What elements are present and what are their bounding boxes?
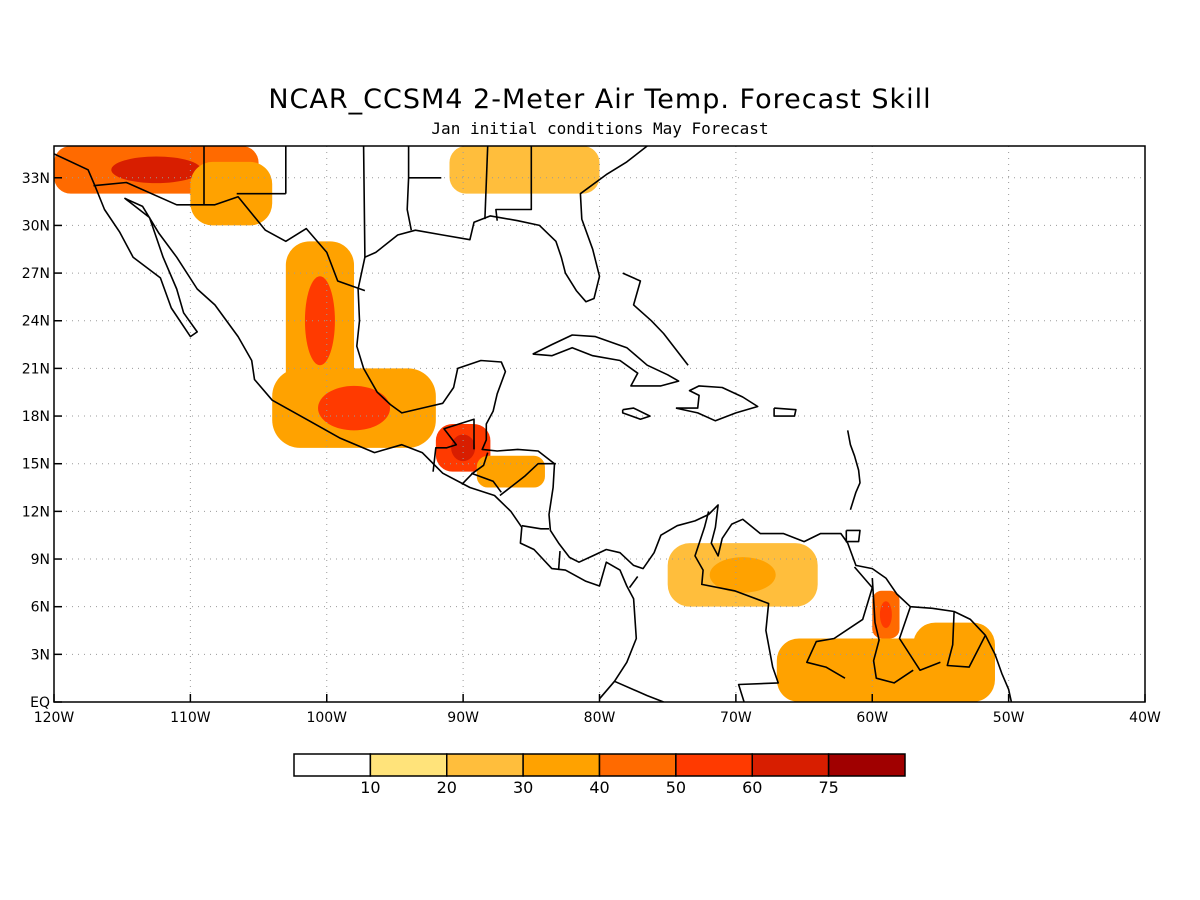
colorbar-swatch <box>598 753 677 777</box>
coastline-segment <box>54 153 638 700</box>
coastline-segment <box>406 146 413 231</box>
coastline-segment <box>614 680 664 702</box>
lat-tick-label: 3N <box>31 647 50 663</box>
skill-peak <box>111 156 202 184</box>
coastline-segment <box>532 334 680 387</box>
coastline-segment <box>622 272 689 366</box>
figure-title: NCAR_CCSM4 2-Meter Air Temp. Forecast Sk… <box>268 84 932 115</box>
lon-tick-label: 40W <box>1129 710 1161 726</box>
coastline-segment <box>621 407 651 420</box>
coastline-segment <box>694 511 779 702</box>
colorbar: 10 20 30 40 50 60 75 <box>293 753 906 797</box>
coastline-segment <box>628 576 639 589</box>
colorbar-label: 20 <box>437 778 457 797</box>
coastline-segment <box>845 529 861 543</box>
skill-peak <box>451 434 476 462</box>
skill-peak <box>304 276 335 366</box>
coastline-segment <box>806 566 874 679</box>
coastline-segment <box>946 611 987 668</box>
axis-ticks: 120W 110W 100W 90W 80W 70W 60W 50W 40W EQ 3N 6N 9N 12… <box>22 171 1161 726</box>
lat-tick-label: 24N <box>22 314 50 330</box>
skill-peak <box>709 557 776 593</box>
colorbar-swatch <box>827 753 906 777</box>
coastline-segment <box>356 257 1013 702</box>
colorbar-swatch <box>369 753 448 777</box>
lon-tick-label: 80W <box>584 710 616 726</box>
lat-tick-label: 30N <box>22 218 50 234</box>
colorbar-label: 40 <box>589 778 609 797</box>
lat-tick-label: EQ <box>30 695 50 711</box>
lat-tick-label: 12N <box>22 504 50 520</box>
skill-region <box>776 638 995 702</box>
lat-tick-label: 9N <box>31 552 50 568</box>
coastline-segment <box>495 146 533 221</box>
lat-tick-label: 18N <box>22 409 50 425</box>
skill-peak <box>318 385 391 431</box>
gridlines <box>54 146 1145 702</box>
colorbar-label: 10 <box>360 778 380 797</box>
coastline-segment <box>499 462 556 497</box>
skill-field <box>54 146 995 702</box>
plot-frame <box>53 145 1146 703</box>
lat-tick-label: 27N <box>22 266 50 282</box>
skill-region <box>476 455 545 488</box>
lon-tick-label: 120W <box>34 710 75 726</box>
coastline-segment <box>484 146 489 220</box>
coastline-segment <box>557 551 561 571</box>
colorbar-label: 50 <box>666 778 686 797</box>
figure-subtitle: Jan initial conditions May Forecast <box>431 119 769 138</box>
colorbar-swatch <box>751 753 830 777</box>
colorbar-label: 30 <box>513 778 533 797</box>
coastline-segment <box>93 181 366 292</box>
lon-tick-label: 100W <box>306 710 347 726</box>
lon-tick-label: 90W <box>447 710 479 726</box>
colorbar-label: 75 <box>818 778 838 797</box>
coastlines <box>54 146 1013 702</box>
coastline-segment <box>432 418 475 472</box>
lat-tick-label: 33N <box>22 171 50 187</box>
lat-tick-label: 21N <box>22 361 50 377</box>
coastline-segment <box>898 606 941 671</box>
colorbar-swatch <box>446 753 524 777</box>
colorbar-swatch <box>675 753 753 777</box>
skill-region <box>449 146 600 194</box>
colorbar-swatch <box>522 753 601 777</box>
coastline-segment <box>675 385 759 422</box>
coastline-segment <box>362 146 648 303</box>
lon-tick-label: 60W <box>856 710 888 726</box>
coastline-segment <box>846 430 861 511</box>
coastline-segment <box>773 407 797 417</box>
lat-tick-label: 15N <box>22 457 50 473</box>
coastline-segment <box>521 524 549 530</box>
lat-tick-label: 6N <box>31 600 50 616</box>
skill-peak <box>879 601 892 628</box>
coastline-segment <box>461 452 489 485</box>
lon-tick-label: 50W <box>993 710 1025 726</box>
coastline-segment <box>471 472 502 493</box>
colorbar-label: 60 <box>742 778 762 797</box>
colorbar-swatch <box>293 753 372 777</box>
coastline-segment <box>871 578 914 684</box>
lon-tick-label: 110W <box>170 710 211 726</box>
lon-tick-label: 70W <box>720 710 752 726</box>
